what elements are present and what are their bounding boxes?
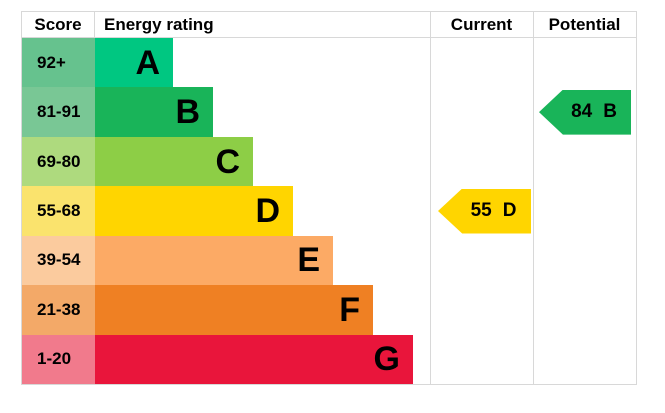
band-letter: F: [339, 290, 360, 329]
band-bar-area: B: [95, 87, 636, 137]
current-rating-value: 55: [470, 200, 492, 221]
band-bar-area: D: [95, 186, 636, 236]
potential-rating-arrow: 84 B: [539, 89, 631, 135]
band-letter: G: [373, 340, 400, 379]
band-bar: A: [95, 38, 173, 88]
band-bar: C: [95, 136, 253, 187]
band-score-label: 39-54: [22, 235, 95, 286]
header-score: Score: [22, 12, 95, 37]
column-divider-energy-current: [430, 12, 431, 384]
band-score-label: 21-38: [22, 285, 95, 335]
band-score-label: 1-20: [22, 334, 95, 384]
current-rating-arrow: 55 D: [438, 188, 531, 234]
band-score-label: 81-91: [22, 87, 95, 137]
band-row-e: 39-54 E: [22, 235, 636, 286]
band-letter: C: [215, 142, 240, 181]
band-score-label: 55-68: [22, 186, 95, 236]
band-bar: F: [95, 285, 373, 335]
band-bar: B: [95, 87, 213, 137]
band-letter: B: [175, 93, 200, 132]
band-score-label: 92+: [22, 38, 95, 88]
potential-rating-letter: B: [603, 101, 617, 123]
bands-area: 92+ A 81-91 B 69-80: [22, 38, 636, 384]
band-row-f: 21-38 F: [22, 285, 636, 335]
current-rating-letter: D: [502, 200, 517, 221]
band-bar-area: C: [95, 136, 636, 187]
band-bar-area: F: [95, 285, 636, 335]
band-score-label: 69-80: [22, 136, 95, 187]
band-row-g: 1-20 G: [22, 334, 636, 384]
epc-table: Score Energy rating Current Potential 92…: [21, 11, 637, 385]
band-row-c: 69-80 C: [22, 136, 636, 187]
band-bar: G: [95, 334, 413, 384]
band-row-d: 55-68 D: [22, 186, 636, 236]
current-column: 55 D: [431, 38, 533, 384]
band-letter: A: [135, 43, 160, 82]
band-bar: D: [95, 186, 293, 236]
header-energy-rating: Energy rating: [104, 15, 214, 34]
band-bar-area: E: [95, 235, 636, 286]
band-row-a: 92+ A: [22, 38, 636, 88]
header-row: Score Energy rating Current Potential: [22, 12, 636, 38]
potential-column: 84 B: [534, 38, 636, 384]
band-row-b: 81-91 B: [22, 87, 636, 137]
band-letter: D: [255, 191, 280, 230]
band-bar: E: [95, 235, 333, 286]
band-letter: E: [297, 241, 320, 280]
column-divider-current-potential: [533, 12, 534, 384]
header-current: Current: [450, 15, 513, 34]
potential-rating-value: 84: [571, 101, 593, 123]
header-potential: Potential: [548, 15, 621, 34]
band-bar-area: G: [95, 334, 636, 384]
band-bar-area: A: [95, 38, 636, 88]
